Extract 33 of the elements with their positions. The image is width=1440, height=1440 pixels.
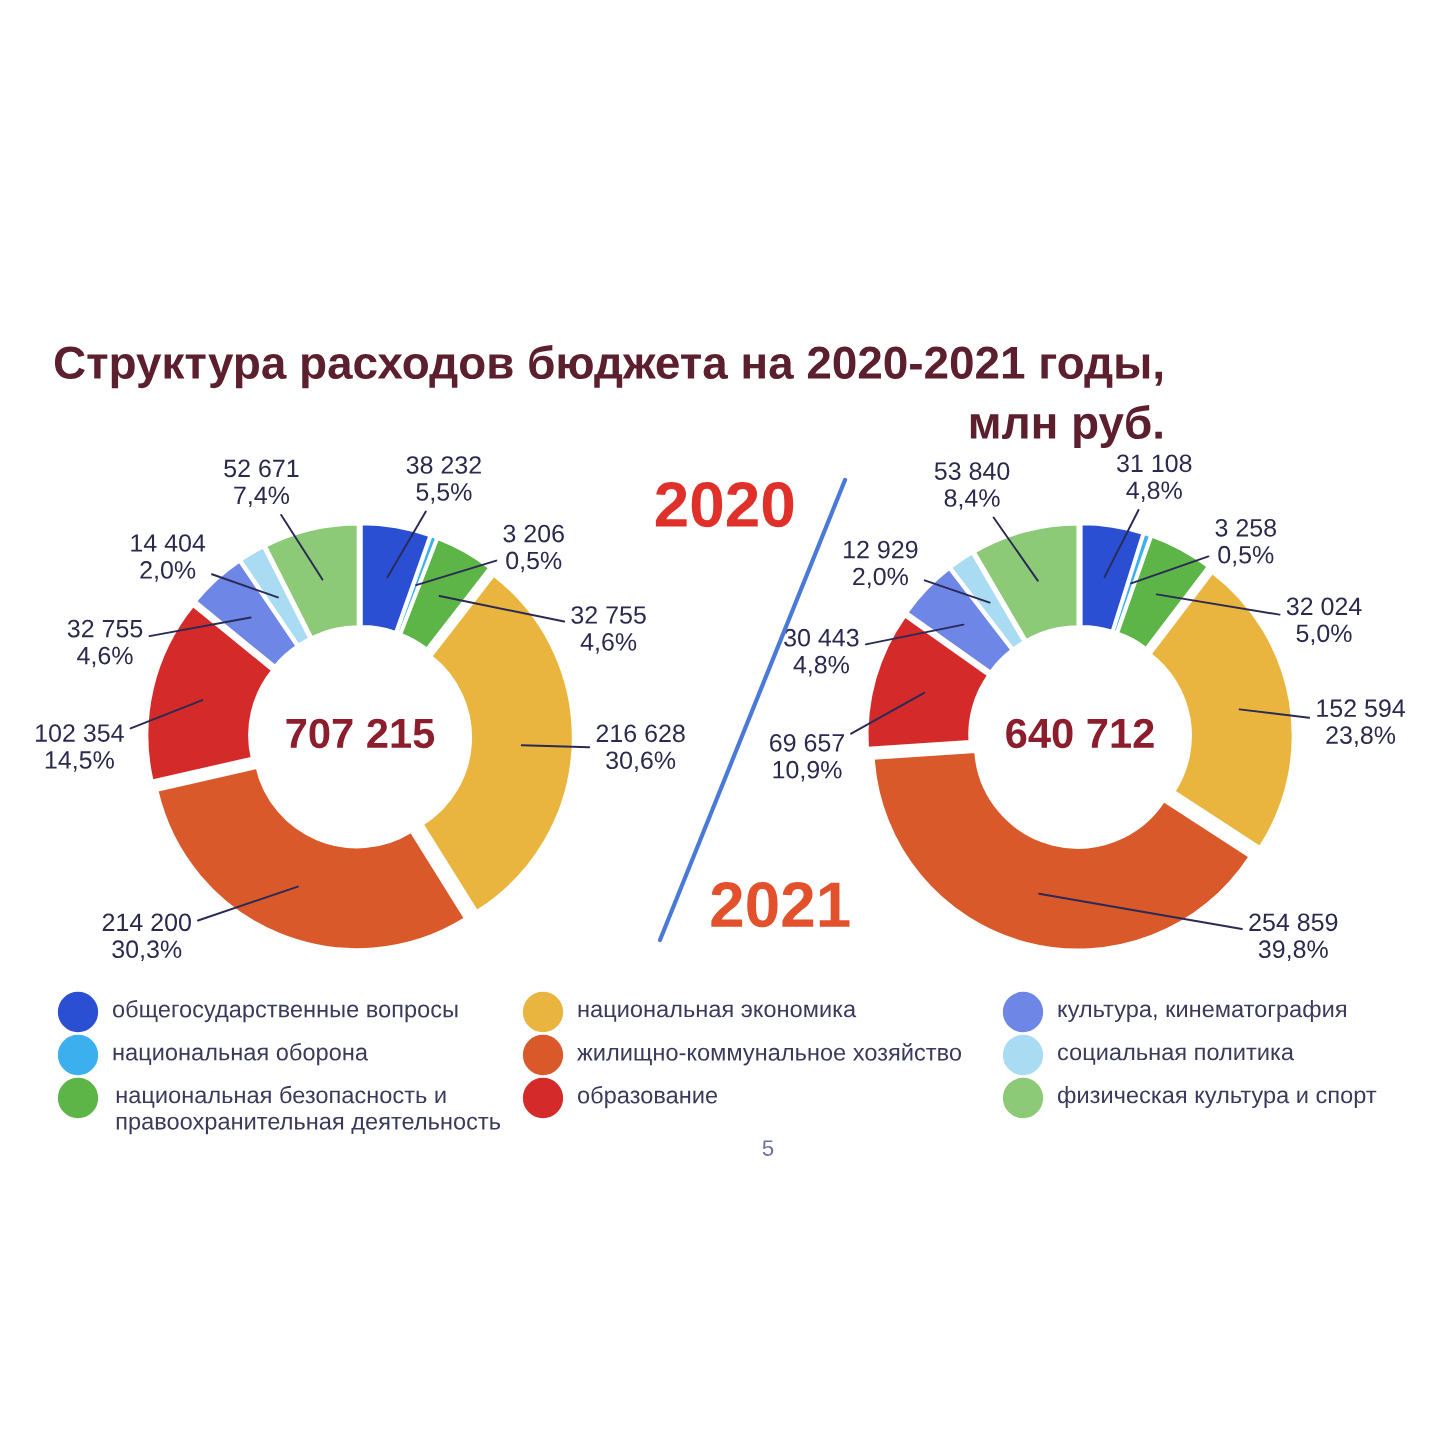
- data-label: 14 404 2,0%: [131, 534, 206, 582]
- data-label: 32 755 4,6%: [571, 606, 646, 654]
- legend-label: социальная политика: [1058, 1047, 1294, 1065]
- data-label: 31 108 4,8%: [1116, 454, 1192, 503]
- legend-label: национальная экономика: [578, 1004, 857, 1022]
- data-label: 214 200 30,3%: [102, 913, 191, 962]
- text: 2021: [711, 882, 850, 928]
- data-label: 3 258 0,5%: [1215, 518, 1276, 567]
- data-label: 216 628 30,6%: [596, 724, 685, 773]
- chart-title: Структура расходов бюджета на 2020-2021 годы, млн руб.: [54, 345, 1162, 449]
- data-label: 254 859 39,8%: [1249, 913, 1338, 962]
- legend-label: культура, кинематография: [1058, 1000, 1346, 1023]
- text: 707 215: [286, 718, 435, 749]
- legend-label: национальная оборона: [113, 1043, 368, 1066]
- data-label: 38 232 5,5%: [406, 456, 481, 504]
- chart-subtitle: 2020: [655, 481, 794, 528]
- legend-label: общегосударственные вопросы: [112, 1000, 458, 1023]
- data-label: 69 657 10,9%: [770, 733, 844, 782]
- data-label: 32 024 5,0%: [1286, 597, 1362, 646]
- data-label: 3 206 0,5%: [503, 524, 564, 573]
- data-label: 52 671 7,4%: [224, 459, 299, 508]
- data-label: 102 354 14,5%: [36, 724, 124, 772]
- data-label: 152 594 23,8%: [1317, 699, 1406, 747]
- data-label: 12 929 2,0%: [844, 540, 918, 589]
- legend-label: образование: [577, 1086, 718, 1109]
- legend-label: национальная безопасность и правоохранительная деятельность: [116, 1085, 501, 1135]
- data-label: 53 840 8,4%: [934, 462, 1010, 510]
- legend-label: физическая культура и спорт: [1057, 1086, 1377, 1109]
- legend-label: жилищно-коммунальное хозяйство: [577, 1043, 962, 1066]
- data-label: 32 755 4,6%: [67, 619, 143, 668]
- text: 5: [762, 1140, 774, 1156]
- text: 640 712: [1006, 718, 1154, 749]
- data-label: 30 443 4,8%: [784, 628, 859, 677]
